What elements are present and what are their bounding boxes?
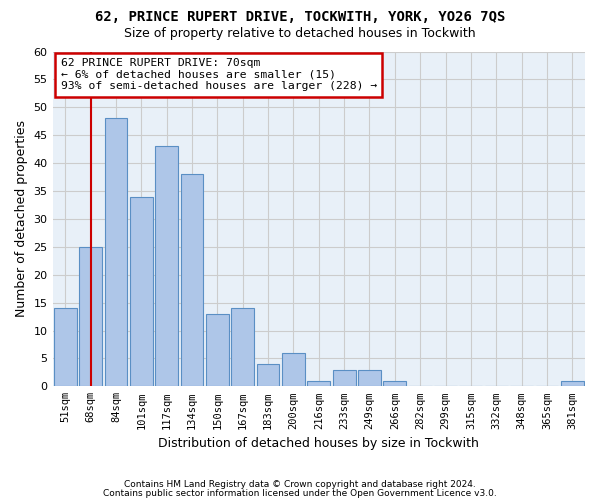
Bar (104, 118, 127, 386)
Text: 62, PRINCE RUPERT DRIVE, TOCKWITH, YORK, YO26 7QS: 62, PRINCE RUPERT DRIVE, TOCKWITH, YORK,… (95, 10, 505, 24)
Text: Contains public sector information licensed under the Open Government Licence v3: Contains public sector information licen… (103, 488, 497, 498)
Text: Contains HM Land Registry data © Crown copyright and database right 2024.: Contains HM Land Registry data © Crown c… (124, 480, 476, 489)
Bar (307, 380, 330, 386)
Bar (155, 146, 178, 386)
Bar (257, 364, 280, 386)
X-axis label: Distribution of detached houses by size in Tockwith: Distribution of detached houses by size … (158, 437, 479, 450)
Y-axis label: Number of detached properties: Number of detached properties (15, 120, 28, 318)
Text: 62 PRINCE RUPERT DRIVE: 70sqm
← 6% of detached houses are smaller (15)
93% of se: 62 PRINCE RUPERT DRIVE: 70sqm ← 6% of de… (61, 58, 377, 92)
Bar (383, 380, 406, 386)
Bar (206, 314, 229, 386)
Bar (358, 370, 381, 386)
Bar (79, 247, 102, 386)
Bar (282, 353, 305, 386)
Bar (130, 196, 152, 386)
Bar (561, 380, 584, 386)
Bar (181, 174, 203, 386)
Bar (333, 370, 356, 386)
Bar (54, 308, 77, 386)
Bar (231, 308, 254, 386)
Text: Size of property relative to detached houses in Tockwith: Size of property relative to detached ho… (124, 28, 476, 40)
